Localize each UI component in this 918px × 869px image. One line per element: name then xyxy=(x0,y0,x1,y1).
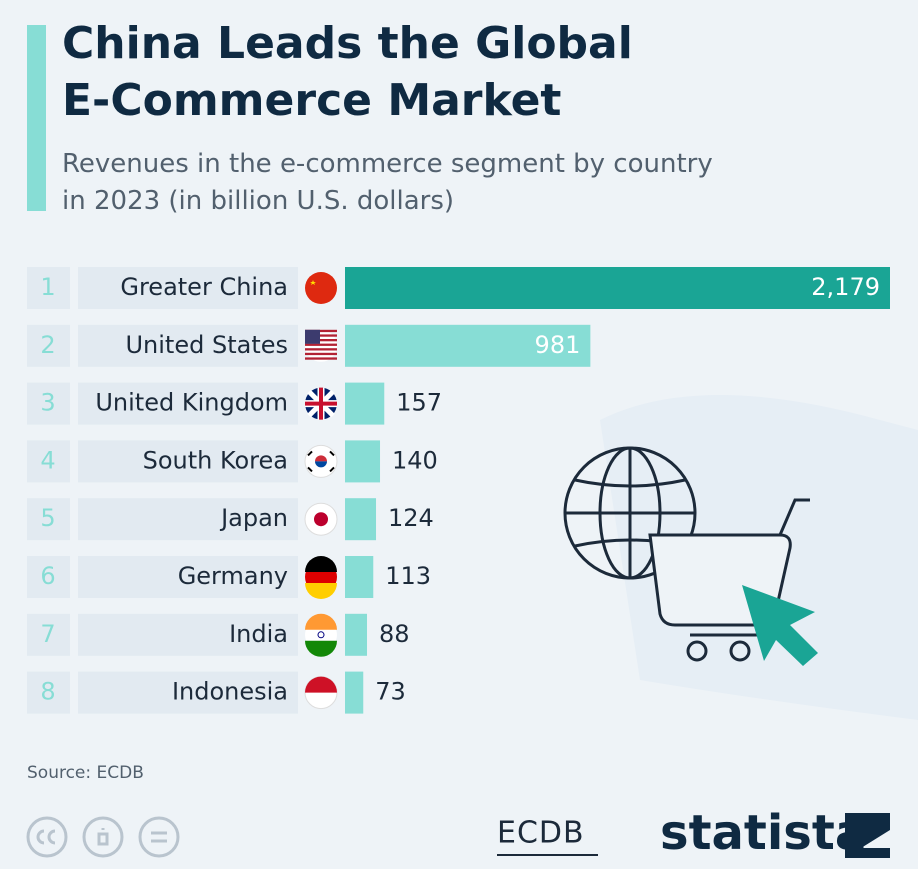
rank-label: 7 xyxy=(40,620,55,648)
statista-logo: statista xyxy=(660,805,867,861)
rank-box xyxy=(27,498,70,541)
label-box xyxy=(78,671,298,714)
bar xyxy=(345,613,368,656)
flag xyxy=(305,334,337,337)
flag xyxy=(315,455,327,462)
category-label: Greater China xyxy=(120,273,288,301)
value-label: 88 xyxy=(379,620,410,648)
flag xyxy=(305,583,337,599)
bar xyxy=(345,267,890,309)
value-label: 140 xyxy=(392,446,438,474)
rank-box xyxy=(27,440,70,483)
value-label: 124 xyxy=(388,504,434,532)
label-box xyxy=(78,613,298,656)
rank-box xyxy=(27,382,70,425)
rank-box xyxy=(27,556,70,598)
flag-icon xyxy=(305,272,337,304)
rank-box xyxy=(27,613,70,656)
bar xyxy=(345,498,377,541)
rank-label: 5 xyxy=(40,504,55,532)
title-accent xyxy=(27,25,46,211)
category-label: United Kingdom xyxy=(95,389,288,417)
bar xyxy=(345,671,364,714)
chart-subtitle: Revenues in the e-commerce segment by co… xyxy=(62,149,713,216)
label-box xyxy=(78,382,298,425)
rank-label: 8 xyxy=(40,678,55,706)
rank-label: 1 xyxy=(40,273,55,301)
ecdb-logo: ECDB xyxy=(497,816,585,851)
flag xyxy=(305,357,337,360)
category-label: Indonesia xyxy=(172,678,288,706)
category-label: India xyxy=(229,620,288,648)
category-label: Germany xyxy=(178,562,288,590)
statista-mark xyxy=(845,813,890,858)
value-label: 157 xyxy=(396,389,442,417)
flag xyxy=(305,329,320,344)
flag-icon xyxy=(304,444,338,478)
rank-box xyxy=(27,267,70,309)
flag xyxy=(305,556,337,572)
category-label: United States xyxy=(125,331,288,359)
license-icons xyxy=(26,816,180,858)
flag xyxy=(317,631,325,639)
flag-icon xyxy=(304,502,338,536)
flag-icon xyxy=(305,329,337,362)
bar xyxy=(345,556,374,598)
bar xyxy=(345,382,385,425)
illustration xyxy=(563,395,918,720)
value-label: 2,179 xyxy=(811,273,880,301)
rank-label: 4 xyxy=(40,446,55,474)
label-box xyxy=(78,267,298,309)
rank-label: 3 xyxy=(40,389,55,417)
chart-title: China Leads the Global E-Commerce Market xyxy=(62,18,633,126)
rank-box xyxy=(27,324,70,367)
flag xyxy=(305,272,337,304)
flag-icon xyxy=(305,613,337,657)
flag xyxy=(307,450,335,473)
flag xyxy=(305,339,337,342)
flag xyxy=(305,329,337,333)
flag xyxy=(305,348,337,351)
rank-box xyxy=(27,671,70,714)
bar xyxy=(345,440,381,483)
category-label: South Korea xyxy=(143,446,288,474)
flag xyxy=(315,461,327,468)
flag xyxy=(310,280,316,285)
label-box xyxy=(78,440,298,483)
flag-icon xyxy=(305,387,337,420)
value-label: 981 xyxy=(535,331,581,359)
label-box xyxy=(78,556,298,598)
flag xyxy=(305,676,337,693)
flag xyxy=(305,352,337,356)
flag xyxy=(305,387,337,420)
flag xyxy=(305,343,337,346)
label-box xyxy=(78,498,298,541)
flag xyxy=(314,512,328,527)
cursor xyxy=(742,585,818,666)
rank-label: 2 xyxy=(40,331,55,359)
flag-icon xyxy=(304,676,338,710)
flag xyxy=(305,613,337,630)
value-label: 113 xyxy=(385,562,431,590)
value-label: 73 xyxy=(375,678,406,706)
label-box xyxy=(78,324,298,367)
flag-icon xyxy=(305,556,337,599)
bar xyxy=(345,324,591,367)
flag xyxy=(305,640,337,657)
category-label: Japan xyxy=(219,504,288,532)
source: Source: ECDB xyxy=(27,763,144,783)
rank-label: 6 xyxy=(40,562,55,590)
